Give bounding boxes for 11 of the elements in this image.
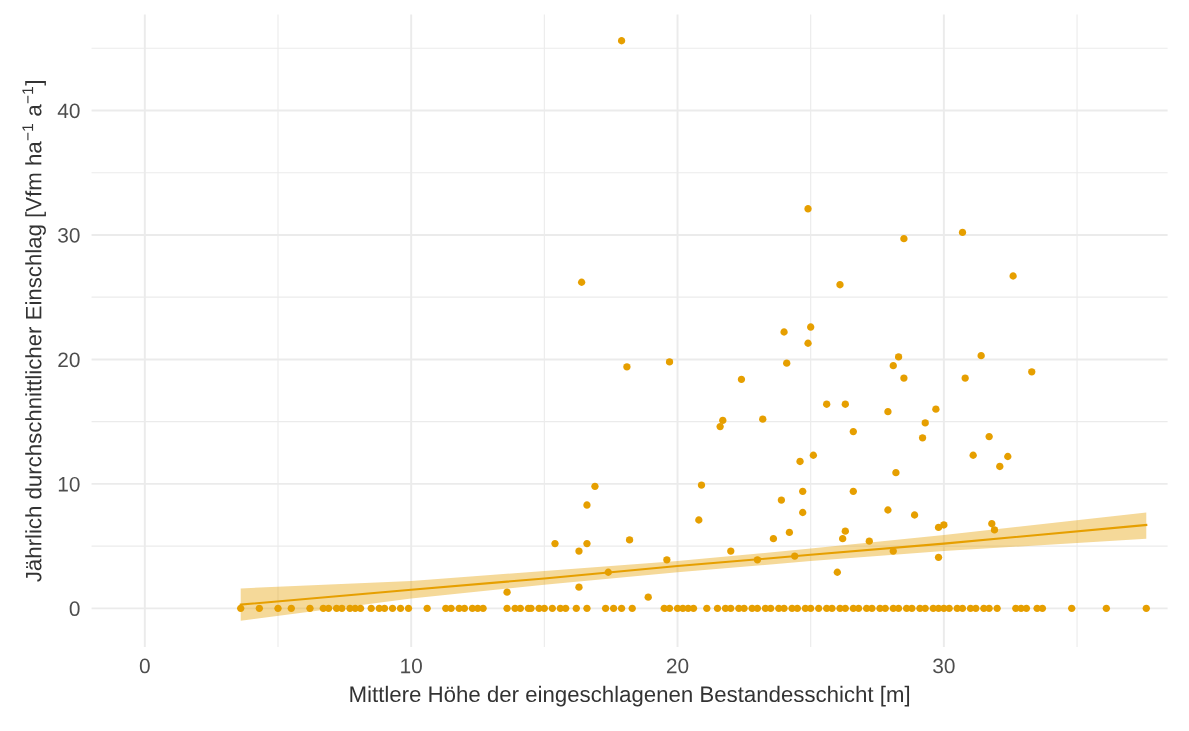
x-tick-label: 0 (139, 658, 150, 674)
x-tick-label: 20 (666, 658, 689, 674)
x-tick-label: 30 (933, 658, 955, 674)
y-tick-label: 40 (57, 103, 80, 119)
x-tick-label: 10 (401, 658, 422, 674)
x-axis-title: Mittlere Höhe der eingeschlagenen Bestandesschicht [m] (350, 685, 910, 707)
y-tick-label: 10 (58, 476, 80, 492)
y-tick-label: 0 (69, 601, 80, 617)
y-tick-label: 30 (58, 227, 80, 243)
y-tick-label: 20 (58, 352, 80, 368)
y-axis-title: Jährlich durchschnittlicher Einschlag [Vfm ha$^{−1}$ a$^{−1}$] (22, 81, 46, 582)
